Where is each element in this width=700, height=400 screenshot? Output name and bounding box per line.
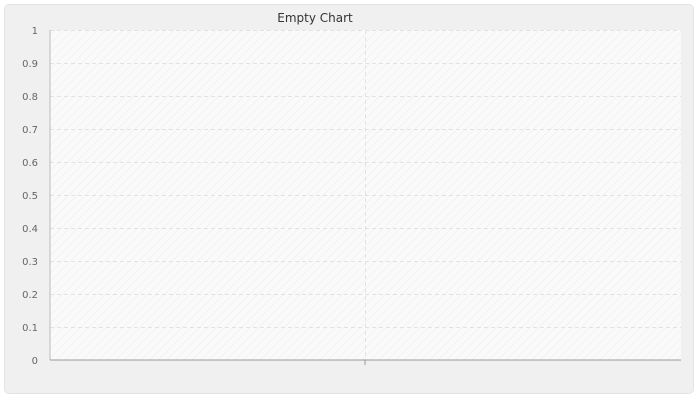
y-tick-label: 0 <box>32 356 38 367</box>
y-tick-label: 0.3 <box>22 257 38 268</box>
y-tick-label: 0.9 <box>22 59 38 70</box>
y-tick-label: 0.8 <box>22 92 38 103</box>
y-tick-label: 0.4 <box>22 224 38 235</box>
y-axis-tick-labels: 0 0.1 0.2 0.3 0.4 0.5 0.6 0.7 0.8 0.9 1 <box>22 26 38 367</box>
y-tick-label: 1 <box>32 26 38 37</box>
y-tick-label: 0.6 <box>22 158 38 169</box>
y-tick-label: 0.7 <box>22 125 38 136</box>
chart-title: Empty Chart <box>277 11 353 25</box>
y-tick-label: 0.5 <box>22 191 38 202</box>
y-tick-label: 0.2 <box>22 290 38 301</box>
y-tick-label: 0.1 <box>22 323 38 334</box>
grid-lines <box>50 30 681 360</box>
